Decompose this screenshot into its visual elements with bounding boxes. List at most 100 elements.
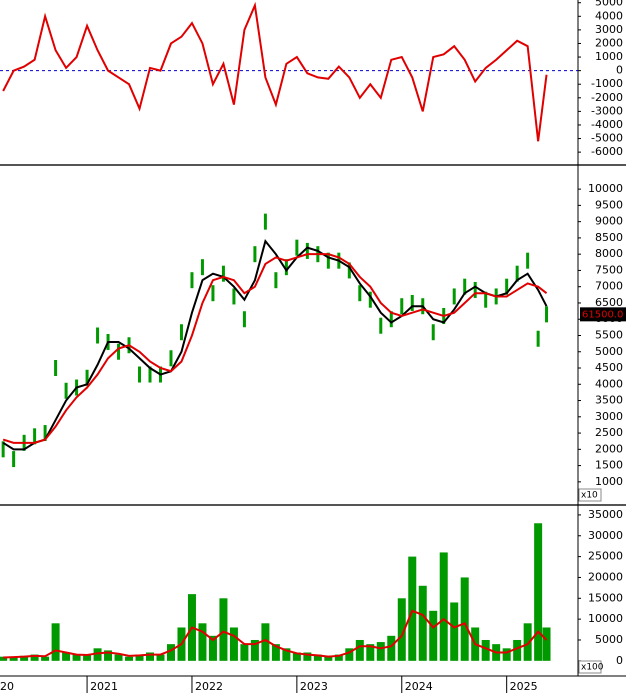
y-tick-label: 5000 [595,345,623,358]
y-tick-label: 4000 [595,9,623,22]
volume-bar [408,556,417,661]
x-tick-label: 2021 [90,680,118,693]
volume-bar [208,635,217,661]
volume-bar [355,639,364,661]
volume-bar [114,654,123,661]
y-tick-label: 5000 [595,633,623,646]
volume-bar [502,648,511,661]
volume-bar [51,623,60,661]
volume-bar [41,656,50,661]
x-tick-label: 2024 [405,680,433,693]
unit-box [578,660,602,674]
y-tick-label: 2000 [595,442,623,455]
y-tick-label: 3500 [595,394,623,407]
x-tick-label: 20 [0,680,14,693]
y-tick-label: 9000 [595,215,623,228]
y-tick-label: 5000 [595,0,623,9]
y-tick-label: -1000 [591,77,623,90]
volume-bar [387,635,396,661]
volume-bar [104,650,113,661]
y-tick-label: 2000 [595,36,623,49]
y-tick-label: -5000 [591,132,623,145]
series-line [3,609,548,659]
volume-bar [0,656,8,661]
volume-bar [460,577,469,661]
volume-bar [513,639,522,661]
volume-bar [261,623,270,661]
y-tick-label: -3000 [591,104,623,117]
x-tick-label: 2025 [510,680,538,693]
volume-bar [9,657,18,661]
y-tick-label: 9500 [595,198,623,211]
volume-bar [125,656,134,661]
volume-bar [324,655,333,661]
y-tick-label: 1000 [595,50,623,63]
y-tick-label: 10000 [588,182,623,195]
volume-bar [439,552,448,661]
volume-bar [334,654,343,661]
volume-bar [156,654,165,661]
y-tick-label: 25000 [588,550,623,563]
volume-bar [523,623,532,661]
y-tick-label: 6500 [595,296,623,309]
volume-bar [198,623,207,661]
y-tick-label: 1500 [595,459,623,472]
volume-bar [93,648,102,661]
volume-bar [397,598,406,661]
volume-bar [146,652,155,661]
volume-bar [166,644,175,661]
y-tick-label: 1000 [595,475,623,488]
y-tick-label: 15000 [588,591,623,604]
last-price-box [580,307,626,322]
y-tick-label: 8500 [595,231,623,244]
volume-bar [313,654,322,661]
x-tick-label: 2022 [195,680,223,693]
volume-bar [62,652,71,661]
y-tick-label: 10000 [588,612,623,625]
y-tick-label: -4000 [591,118,623,131]
y-tick-label: 3000 [595,410,623,423]
volume-bar [450,602,459,661]
y-tick-label: 0 [616,64,623,77]
volume-bar [250,639,259,661]
unit-label: x100 [581,663,604,673]
volume-bar [30,654,39,661]
volume-bar [72,654,81,661]
y-tick-label: 2500 [595,426,623,439]
volume-bar [240,644,249,661]
series-line [2,239,548,451]
volume-bar [376,642,385,661]
volume-bar [345,648,354,661]
y-tick-label: 35000 [588,508,623,521]
y-tick-label: 4500 [595,361,623,374]
volume-bar [366,644,375,661]
volume-bar [429,610,438,661]
volume-bar [292,652,301,661]
volume-bar [229,627,238,661]
volume-bar [271,644,280,661]
y-tick-label: 4000 [595,377,623,390]
y-tick-label: 20000 [588,570,623,583]
y-tick-label: 8000 [595,247,623,260]
panel [1,213,549,468]
volume-bar [20,655,29,661]
unit-label: x10 [581,491,598,501]
volume-bar [418,585,427,661]
panel [0,523,551,661]
y-tick-label: 3000 [595,23,623,36]
panel [0,1,578,142]
y-tick-label: 7500 [595,263,623,276]
y-tick-label: 0 [616,654,623,667]
series-line [2,1,548,142]
y-tick-label: -6000 [591,145,623,158]
y-tick-label: -2000 [591,91,623,104]
series-line [2,253,548,444]
volume-bar [219,598,228,661]
last-price-label: 61500.0 [582,309,623,320]
volume-bar [534,523,543,661]
y-tick-label: 30000 [588,529,623,542]
y-tick-label: 7000 [595,280,623,293]
volume-bar [303,652,312,661]
unit-box [578,488,602,502]
